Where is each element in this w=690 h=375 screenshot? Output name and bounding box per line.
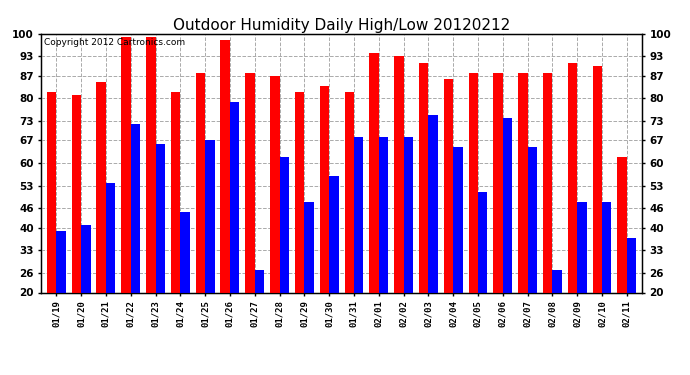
- Bar: [230, 102, 239, 292]
- Bar: [568, 63, 578, 292]
- Bar: [344, 92, 354, 292]
- Text: Copyright 2012 Cartronics.com: Copyright 2012 Cartronics.com: [44, 38, 186, 46]
- Bar: [618, 157, 627, 292]
- Bar: [279, 157, 289, 292]
- Title: Outdoor Humidity Daily High/Low 20120212: Outdoor Humidity Daily High/Low 20120212: [173, 18, 510, 33]
- Bar: [369, 53, 379, 292]
- Bar: [81, 225, 90, 292]
- Bar: [404, 137, 413, 292]
- Bar: [205, 141, 215, 292]
- Bar: [196, 73, 205, 292]
- Bar: [354, 137, 364, 292]
- Bar: [47, 92, 57, 292]
- Bar: [578, 202, 586, 292]
- Bar: [255, 270, 264, 292]
- Bar: [295, 92, 304, 292]
- Bar: [493, 73, 503, 292]
- Bar: [444, 79, 453, 292]
- Bar: [394, 56, 404, 292]
- Bar: [97, 82, 106, 292]
- Bar: [478, 192, 487, 292]
- Bar: [627, 237, 636, 292]
- Bar: [72, 95, 81, 292]
- Bar: [155, 144, 165, 292]
- Bar: [146, 37, 155, 292]
- Bar: [593, 66, 602, 292]
- Bar: [130, 124, 140, 292]
- Bar: [171, 92, 180, 292]
- Bar: [121, 37, 130, 292]
- Bar: [528, 147, 537, 292]
- Bar: [270, 76, 279, 292]
- Bar: [469, 73, 478, 292]
- Bar: [602, 202, 611, 292]
- Bar: [379, 137, 388, 292]
- Bar: [428, 115, 437, 292]
- Bar: [246, 73, 255, 292]
- Bar: [518, 73, 528, 292]
- Bar: [553, 270, 562, 292]
- Bar: [419, 63, 428, 292]
- Bar: [106, 183, 115, 292]
- Bar: [180, 211, 190, 292]
- Bar: [503, 118, 512, 292]
- Bar: [329, 176, 339, 292]
- Bar: [221, 40, 230, 292]
- Bar: [319, 86, 329, 292]
- Bar: [543, 73, 553, 292]
- Bar: [304, 202, 314, 292]
- Bar: [453, 147, 462, 292]
- Bar: [57, 231, 66, 292]
